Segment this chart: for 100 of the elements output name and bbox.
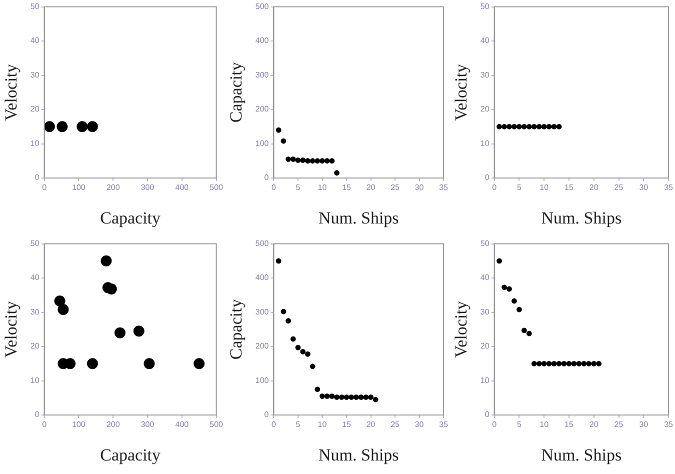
x-tick-label: 500	[210, 420, 224, 430]
point	[546, 360, 552, 366]
x-tick-label: 400	[175, 420, 190, 430]
x-tick-label: 0	[492, 420, 498, 430]
x-tick-label: 35	[664, 420, 674, 430]
y-tick-label: 40	[480, 36, 490, 46]
point	[114, 327, 126, 338]
point	[358, 394, 364, 400]
x-tick-label: 0	[42, 183, 48, 192]
x-tick-label: 300	[140, 420, 155, 430]
y-tick-label: 10	[30, 376, 40, 385]
y-tick-label: 40	[30, 273, 40, 282]
point	[133, 326, 144, 337]
point	[300, 157, 306, 163]
point	[596, 360, 602, 366]
point	[310, 158, 316, 164]
x-tick-label: 0	[42, 420, 48, 430]
point	[586, 360, 592, 366]
point	[329, 158, 335, 164]
x-tick-label: 0	[272, 183, 277, 192]
point	[280, 308, 286, 314]
y-tick-label: 0	[264, 410, 270, 420]
x-tick-label: 20	[366, 183, 376, 192]
point	[566, 360, 572, 366]
x-tick-label: 15	[564, 183, 574, 192]
x-tick-label: 30	[639, 183, 649, 192]
point	[541, 360, 547, 366]
point	[295, 344, 301, 350]
y-tick-label: 0	[484, 173, 490, 182]
x-tick-label: 10	[318, 183, 328, 192]
point	[305, 158, 310, 164]
point	[516, 306, 522, 312]
y-axis-title: Velocity	[452, 300, 471, 358]
point	[334, 170, 340, 176]
point	[144, 358, 155, 370]
y-tick-label: 40	[30, 36, 40, 46]
x-tick-label: 0	[492, 183, 498, 192]
point	[591, 360, 597, 366]
x-tick-label: 100	[72, 183, 86, 192]
point	[54, 295, 66, 306]
point	[320, 393, 325, 399]
point	[512, 298, 517, 304]
y-tick-label: 10	[30, 138, 40, 148]
x-tick-label: 35	[664, 183, 674, 192]
y-tick-label: 50	[480, 2, 490, 12]
point	[290, 336, 296, 342]
y-tick-label: 300	[255, 70, 270, 80]
x-tick-label: 5	[516, 420, 522, 430]
point	[344, 394, 350, 400]
point	[334, 394, 340, 400]
point	[581, 360, 587, 366]
x-tick-label: 200	[106, 183, 120, 192]
x-tick-label: 5	[516, 183, 522, 192]
point	[310, 364, 316, 370]
x-tick-label: 100	[72, 420, 86, 430]
point	[276, 127, 282, 133]
y-tick-label: 50	[480, 239, 490, 248]
point	[496, 258, 502, 264]
x-tick-label: 25	[614, 183, 624, 192]
y-tick-label: 400	[255, 36, 270, 46]
x-axis-title: Capacity	[100, 208, 162, 228]
x-tick-label: 20	[589, 183, 599, 192]
x-tick-label: 35	[439, 420, 449, 430]
y-tick-label: 30	[480, 307, 490, 316]
point	[290, 156, 296, 162]
x-axis-title: Num. Ships	[541, 208, 622, 228]
y-tick-label: 200	[255, 342, 270, 351]
x-tick-label: 400	[175, 183, 190, 192]
point	[536, 360, 542, 366]
y-tick-label: 50	[30, 2, 40, 12]
point	[286, 318, 291, 324]
x-tick-label: 25	[390, 420, 400, 430]
y-tick-label: 200	[255, 104, 270, 114]
point	[526, 330, 532, 336]
point	[354, 394, 359, 400]
point	[324, 393, 330, 399]
point	[363, 394, 369, 400]
y-tick-label: 10	[480, 376, 490, 385]
x-tick-label: 500	[210, 183, 224, 192]
y-tick-label: 40	[480, 273, 490, 282]
x-tick-label: 20	[366, 420, 376, 430]
y-axis-title: Velocity	[2, 64, 21, 121]
point	[506, 286, 512, 292]
point	[372, 396, 378, 402]
x-tick-label: 5	[296, 183, 301, 192]
y-tick-label: 50	[30, 239, 40, 248]
point	[300, 348, 306, 354]
y-tick-label: 300	[255, 307, 270, 316]
y-tick-label: 20	[480, 342, 490, 351]
y-axis-title: Capacity	[226, 298, 246, 360]
y-tick-label: 400	[255, 273, 270, 282]
point	[551, 360, 557, 366]
y-tick-label: 10	[480, 138, 490, 148]
point	[556, 360, 562, 366]
y-tick-label: 30	[30, 307, 40, 316]
x-tick-label: 30	[639, 420, 649, 430]
point	[329, 393, 335, 399]
x-tick-label: 25	[614, 420, 624, 430]
y-tick-label: 20	[30, 342, 40, 351]
y-tick-label: 0	[34, 173, 40, 182]
